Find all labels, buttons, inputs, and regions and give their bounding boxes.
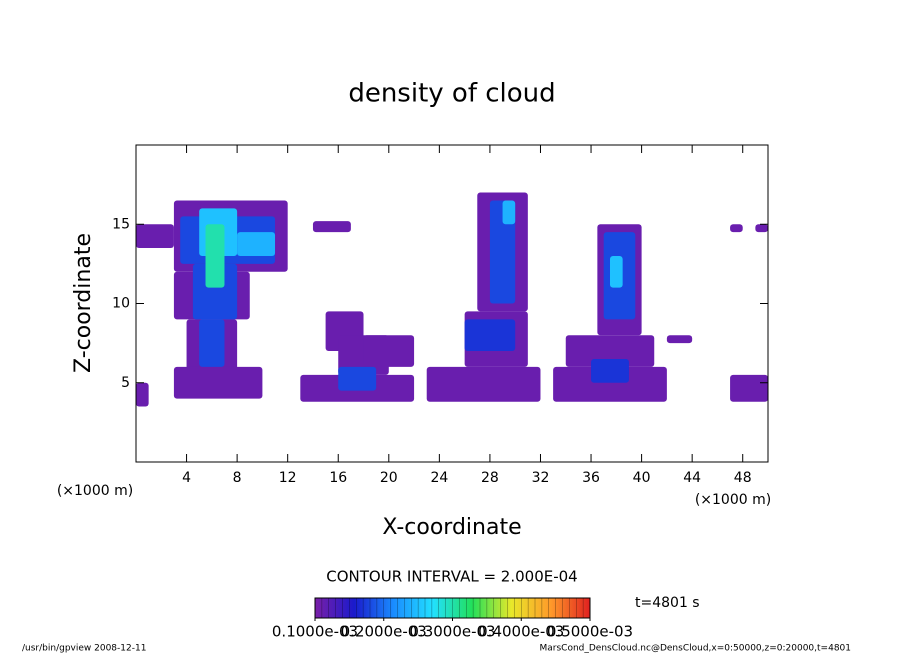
x-tick-label: 48 <box>734 470 752 486</box>
cloud-region <box>136 382 149 407</box>
cloud-region <box>205 224 225 288</box>
x-tick-label: 16 <box>329 470 347 486</box>
cloud-region <box>553 366 667 402</box>
x-tick-label: 8 <box>233 470 242 486</box>
cloud-region <box>730 224 743 233</box>
cloud-region <box>489 200 516 304</box>
y-tick-label: 15 <box>112 216 130 232</box>
cloud-region <box>363 335 415 367</box>
plot-area <box>136 192 768 407</box>
cloud-region <box>199 319 225 367</box>
colorbar-tick-label: 0.2000e-03 <box>341 623 427 641</box>
x-unit: (×1000 m) <box>695 492 771 508</box>
x-tick-label: 24 <box>430 470 448 486</box>
cloud-region <box>666 335 693 344</box>
y-unit: (×1000 m) <box>57 483 133 499</box>
time-label: t=4801 s <box>635 595 700 611</box>
y-tick-label: 5 <box>121 375 130 391</box>
cloud-region <box>730 374 768 402</box>
cloud-region <box>173 366 263 399</box>
cloud-region <box>502 200 516 225</box>
footer-left: /usr/bin/gpview 2008-12-11 <box>22 644 146 654</box>
cloud-region <box>312 221 351 233</box>
x-tick-label: 40 <box>633 470 651 486</box>
chart-title: density of cloud <box>348 79 555 109</box>
cloud-region <box>610 255 623 288</box>
colorbar-tick-label: 0.4000e-03 <box>478 623 564 641</box>
cloud-region <box>591 358 629 383</box>
y-tick-label: 10 <box>112 296 130 312</box>
cloud-region <box>464 319 516 352</box>
x-tick-label: 4 <box>182 470 191 486</box>
x-tick-label: 28 <box>481 470 499 486</box>
colorbar-tick-label: 0.5000e-03 <box>547 623 633 641</box>
x-tick-label: 36 <box>582 470 600 486</box>
contour-interval: CONTOUR INTERVAL = 2.000E-04 <box>326 568 577 586</box>
cloud-region <box>565 335 655 367</box>
x-tick-label: 44 <box>683 470 701 486</box>
footer-right: MarsCond_DensCloud.nc@DensCloud,x=0:5000… <box>540 644 852 654</box>
cloud-region <box>755 224 768 233</box>
x-tick-label: 20 <box>380 470 398 486</box>
cloud-region <box>237 232 276 256</box>
x-axis-label: X-coordinate <box>382 515 521 540</box>
cloud-region <box>192 263 238 320</box>
cloud-region <box>136 224 174 249</box>
x-tick-label: 32 <box>532 470 550 486</box>
cloud-region <box>338 366 377 391</box>
y-axis-label: Z-coordinate <box>71 233 96 373</box>
colorbar-tick-label: 0.3000e-03 <box>409 623 495 641</box>
colorbar-tick-label: 0.1000e-03 <box>272 623 358 641</box>
x-tick-label: 12 <box>279 470 297 486</box>
cloud-region <box>426 366 541 402</box>
